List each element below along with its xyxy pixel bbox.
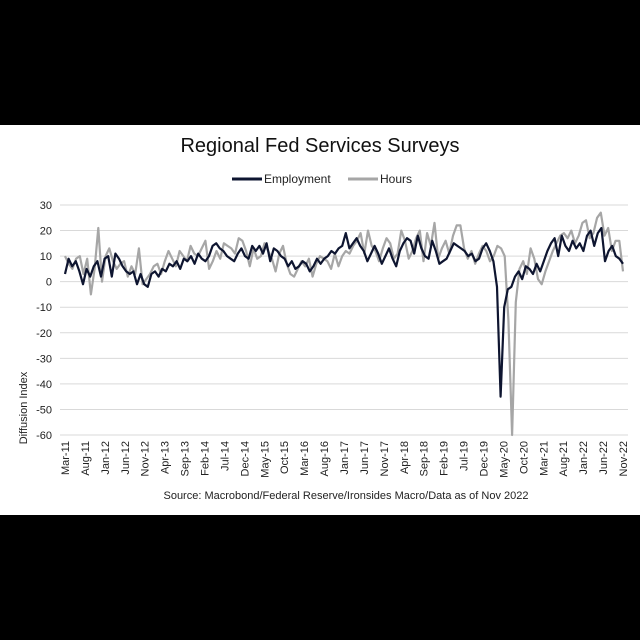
x-tick-label: Mar-11 [60,441,72,475]
y-tick-label: 10 [40,251,52,263]
x-tick-label: Mar-16 [299,441,311,476]
y-tick-label: 30 [40,200,52,212]
x-tick-label: Aug-21 [558,441,570,476]
x-tick-label: Aug-11 [80,441,92,476]
x-tick-label: Sep-18 [419,441,431,476]
source-note: Source: Macrobond/Federal Reserve/Ironsi… [163,490,528,502]
x-tick-label: Oct-20 [518,441,530,474]
x-tick-label: Feb-19 [439,441,451,476]
x-tick-label: Nov-22 [618,441,630,476]
chart-title: Regional Fed Services Surveys [180,135,459,157]
x-tick-label: Nov-12 [140,441,152,476]
legend-label-employment: Employment [264,172,331,186]
x-tick-label: Jun-17 [359,441,371,475]
x-tick-label: Mar-21 [538,441,550,476]
x-tick-label: Sep-13 [180,441,192,476]
y-axis-ticks: 30 20 10 0 -10 -20 -30 -40 -50 -60 [36,200,52,442]
y-tick-label: -30 [36,353,52,365]
x-tick-label: Apr-13 [160,441,172,474]
x-tick-label: Jan-17 [339,441,351,475]
x-tick-label: Apr-18 [399,441,411,474]
x-tick-label: Oct-15 [279,441,291,474]
x-tick-label: Jun-12 [120,441,132,475]
x-tick-label: May-20 [498,441,510,478]
x-tick-label: Jan-12 [100,441,112,475]
x-tick-label: Dec-19 [479,441,491,476]
series-line-employment [63,226,624,398]
legend: Employment Hours [232,172,412,186]
legend-label-hours: Hours [380,172,412,186]
y-tick-label: 20 [40,226,52,238]
x-axis-ticks: Mar-11 Aug-11 Jan-12 Jun-12 Nov-12 Apr-13 Sep-… [60,441,630,478]
chart-canvas: Regional Fed Services Surveys Employment… [0,125,640,515]
x-tick-label: Jun-22 [598,441,610,475]
x-tick-label: Nov-17 [379,441,391,476]
x-tick-label: Jul-14 [219,441,231,471]
gridlines [60,204,628,436]
x-tick-label: Feb-14 [200,441,212,476]
x-tick-label: Aug-16 [319,441,331,476]
x-tick-label: Jan-22 [578,441,590,475]
series-lines [63,211,625,437]
y-tick-label: 0 [46,277,52,289]
x-tick-label: May-15 [259,441,271,478]
y-tick-label: -10 [36,302,52,314]
x-tick-label: Jul-19 [459,441,471,471]
y-axis-label: Diffusion Index [18,371,30,444]
y-tick-label: -20 [36,328,52,340]
y-tick-label: -60 [36,430,52,442]
chart-svg: Regional Fed Services Surveys Employment… [18,135,630,502]
x-tick-label: Dec-14 [239,441,251,476]
y-tick-label: -40 [36,379,52,391]
series-line-hours [64,211,625,437]
y-tick-label: -50 [36,404,52,416]
